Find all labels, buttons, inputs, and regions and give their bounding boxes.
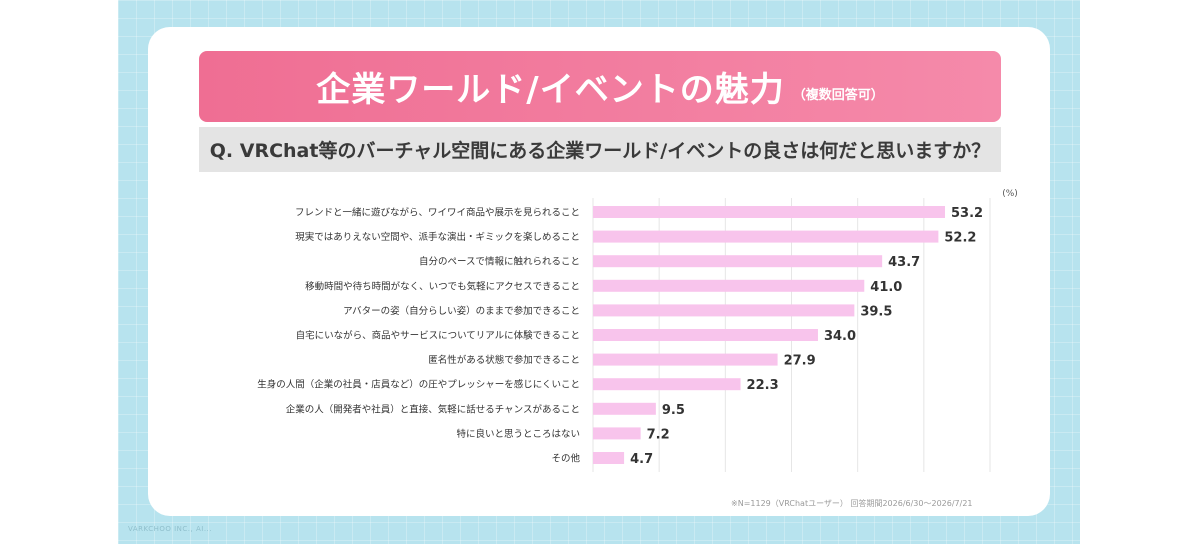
title-banner: 企業ワールド/イベントの魅力 （複数回答可） [199, 51, 1001, 122]
value-label: 4.7 [630, 452, 653, 467]
category-label: 移動時間や待ち時間がなく、いつでも気軽にアクセスできること [305, 280, 580, 292]
category-label: 生身の人間（企業の社員・店員など）の圧やプレッシャーを感じにくいこと [257, 379, 580, 391]
category-label: 企業の人（開発者や社員）と直接、気軽に話せるチャンスがあること [286, 403, 580, 415]
category-label: 匿名性がある状態で参加できること [428, 354, 580, 366]
page-title: 企業ワールド/イベントの魅力 [316, 70, 785, 110]
category-label: 自分のペースで情報に触れられること [419, 256, 580, 268]
category-label: その他 [551, 453, 580, 465]
footnote: ※N=1129（VRChatユーザー） 回答期間2026/6/30～2026/7… [731, 499, 973, 508]
watermark: VARKCHOO INC., AI... [128, 525, 212, 533]
unit-label: (%) [1002, 189, 1018, 199]
bar [593, 378, 741, 391]
category-label: アバターの姿（自分らしい姿）のままで参加できること [343, 305, 580, 317]
bar [593, 304, 855, 317]
question-text: Q. VRChat等のバーチャル空間にある企業ワールド/イベントの良さは何だと思… [209, 140, 991, 162]
bar [593, 452, 625, 464]
bar [593, 402, 656, 415]
category-label: 特に良いと思うところはない [456, 428, 580, 440]
value-label: 52.2 [944, 231, 976, 246]
value-label: 22.3 [747, 378, 779, 393]
category-label: 自宅にいながら、商品やサービスについてリアルに体験できること [296, 330, 580, 342]
bar [593, 279, 865, 292]
category-label: 現実ではありえない空間や、派手な演出・ギミックを楽しめること [295, 231, 580, 243]
value-label: 39.5 [860, 304, 892, 319]
question-banner: Q. VRChat等のバーチャル空間にある企業ワールド/イベントの良さは何だと思… [199, 127, 1001, 172]
value-label: 27.9 [784, 354, 816, 369]
bar [593, 427, 641, 440]
value-label: 53.2 [951, 206, 983, 221]
value-label: 7.2 [647, 427, 670, 442]
value-label: 34.0 [824, 329, 856, 344]
title-note: （複数回答可） [792, 88, 884, 103]
value-label: 9.5 [662, 403, 685, 418]
bar [593, 230, 939, 243]
bar [593, 329, 818, 341]
bar [593, 206, 946, 218]
value-label: 43.7 [888, 255, 920, 270]
bar [593, 255, 883, 268]
bar [593, 353, 778, 366]
category-label: フレンドと一緒に遊びながら、ワイワイ商品や展示を見られること [295, 207, 580, 219]
value-label: 41.0 [870, 280, 902, 295]
